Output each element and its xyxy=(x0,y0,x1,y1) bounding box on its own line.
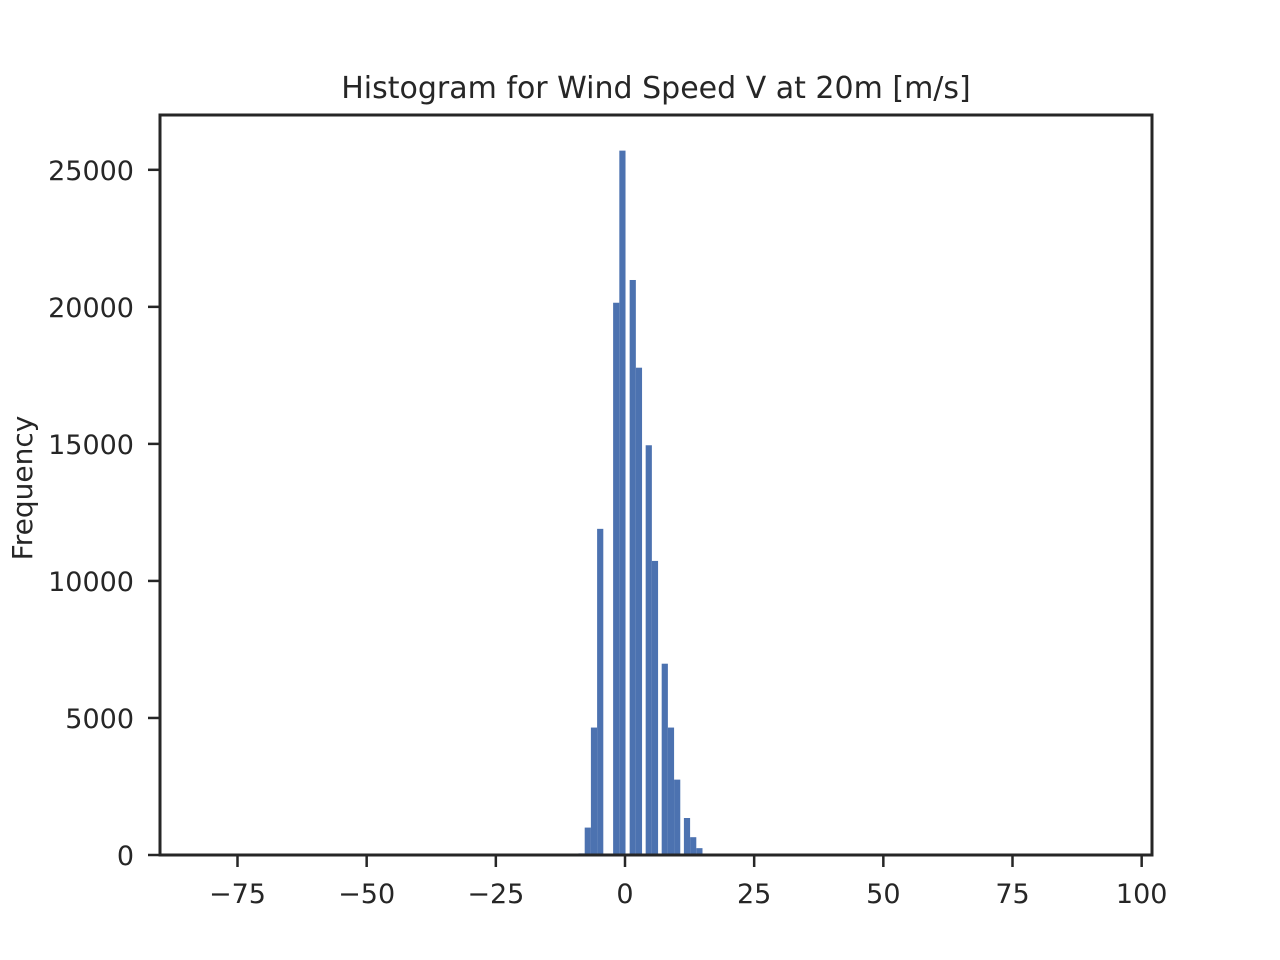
x-tick-label: 0 xyxy=(616,879,633,910)
y-axis-label: Frequency xyxy=(6,416,39,561)
y-tick-label: 5000 xyxy=(65,704,134,735)
histogram-bar-1 xyxy=(584,827,591,855)
x-tick-label: 25 xyxy=(737,879,771,910)
y-tick-label: 10000 xyxy=(48,567,134,598)
y-tick-label: 25000 xyxy=(48,156,134,187)
y-tick-label: 0 xyxy=(117,841,134,872)
chart-title: Histogram for Wind Speed V at 20m [m/s] xyxy=(341,71,971,106)
histogram-bar-3 xyxy=(597,528,604,855)
histogram-bar-9 xyxy=(645,445,652,855)
histogram-bar-6 xyxy=(619,150,626,855)
histogram-bar-15 xyxy=(690,837,697,855)
histogram-bar-14 xyxy=(683,818,691,855)
x-tick-label: 100 xyxy=(1116,879,1168,910)
histogram-bar-7 xyxy=(629,279,636,855)
x-tick-label: 75 xyxy=(995,879,1029,910)
histogram-bar-13 xyxy=(674,779,681,855)
bars-group xyxy=(578,150,713,855)
histogram-bar-12 xyxy=(667,727,675,855)
histogram-bar-11 xyxy=(661,663,668,855)
histogram-bar-2 xyxy=(590,727,598,855)
x-tick-label: −75 xyxy=(209,879,266,910)
y-tick-label: 15000 xyxy=(48,430,134,461)
y-axis-ticks: 0 5000 10000 15000 20000 25000 xyxy=(48,156,160,872)
y-tick-label: 20000 xyxy=(48,293,134,324)
x-axis-ticks: −75 −50 −25 0 25 50 75 100 xyxy=(209,855,1167,910)
plot-frame xyxy=(158,113,1154,857)
histogram-bar-16 xyxy=(696,848,703,855)
x-tick-label: 50 xyxy=(866,879,900,910)
histogram-bar-10 xyxy=(651,560,659,855)
x-tick-label: −50 xyxy=(338,879,395,910)
histogram-bar-5 xyxy=(613,302,620,855)
x-tick-label: −25 xyxy=(467,879,524,910)
histogram-bar-8 xyxy=(635,367,643,855)
